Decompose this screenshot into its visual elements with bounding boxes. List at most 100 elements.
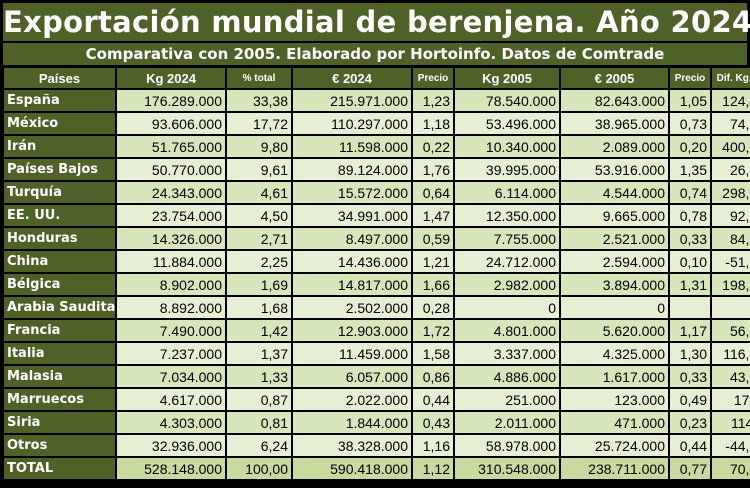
table-row: Siria 4.303.000 0,81 1.844.000 0,43 2.011.000…: [4, 412, 750, 433]
cell-country: Otros: [4, 435, 115, 456]
cell-kg-2024: 32.936.000: [117, 435, 225, 456]
cell-kg-2024: 4.303.000: [117, 412, 225, 433]
table-row: Italia 7.237.000 1,37 11.459.000 1,58 3.337.0…: [4, 343, 750, 364]
cell-country: México: [4, 113, 115, 134]
cell-country: Arabia Saudita: [4, 297, 115, 318]
cell-price-2005: 0,10: [670, 251, 710, 272]
col-header-kg-2005: Kg 2005: [455, 68, 559, 88]
cell-price-2024: 0,28: [413, 297, 453, 318]
cell-diff-kg: 116,87: [712, 343, 750, 364]
cell-eur-2005: 38.965.000: [561, 113, 668, 134]
cell-diff-kg: 298,15: [712, 182, 750, 203]
cell-kg-2005: 4.886.000: [455, 366, 559, 387]
table-row: Malasia 7.034.000 1,33 6.057.000 0,86 4.886.0…: [4, 366, 750, 387]
cell-kg-2005: 0: [455, 297, 559, 318]
cell-eur-2024: 11.459.000: [293, 343, 411, 364]
cell-pct-total: 1,37: [227, 343, 291, 364]
cell-diff-kg: [712, 297, 750, 318]
cell-pct-total: 0,81: [227, 412, 291, 433]
cell-diff-kg: 400,63: [712, 136, 750, 157]
cell-kg-2024: 7.034.000: [117, 366, 225, 387]
cell-price-2005: [670, 297, 710, 318]
cell-country: Turquía: [4, 182, 115, 203]
cell-diff-kg: 26,94: [712, 159, 750, 180]
cell-eur-2024: 8.497.000: [293, 228, 411, 249]
page-title: Exportación mundial de berenjena. Año 20…: [3, 3, 750, 41]
cell-country: Irán: [4, 136, 115, 157]
cell-pct-total: 2,71: [227, 228, 291, 249]
col-header-pct-total: % total: [227, 68, 291, 88]
cell-eur-2005: 2.089.000: [561, 136, 668, 157]
table-row: Otros 32.936.000 6,24 38.328.000 1,16 58.978.…: [4, 435, 750, 456]
cell-kg-2005: 6.114.000: [455, 182, 559, 203]
cell-eur-2024: 110.297.000: [293, 113, 411, 134]
cell-price-2024: 1,23: [413, 90, 453, 111]
page-subtitle: Comparativa con 2005. Elaborado por Hort…: [3, 43, 747, 65]
cell-country: Francia: [4, 320, 115, 341]
cell-diff-kg: 84,73: [712, 228, 750, 249]
cell-eur-2005: 5.620.000: [561, 320, 668, 341]
cell-kg-2005: 7.755.000: [455, 228, 559, 249]
cell-eur-2005: 3.894.000: [561, 274, 668, 295]
cell-eur-2024: 89.124.000: [293, 159, 411, 180]
table-row: Marruecos 4.617.000 0,87 2.022.000 0,44 251.0…: [4, 389, 750, 410]
cell-eur-2005: 123.000: [561, 389, 668, 410]
cell-price-2005: 1,17: [670, 320, 710, 341]
table-row: Turquía 24.343.000 4,61 15.572.000 0,64 6.114…: [4, 182, 750, 203]
col-header-kg-2024: Kg 2024: [117, 68, 225, 88]
cell-kg-2024: 14.326.000: [117, 228, 225, 249]
cell-eur-2005: 4.325.000: [561, 343, 668, 364]
col-header-eur-2024: € 2024: [293, 68, 411, 88]
table-row: Honduras 14.326.000 2,71 8.497.000 0,59 7.755…: [4, 228, 750, 249]
cell-price-2005: 0,49: [670, 389, 710, 410]
cell-country: España: [4, 90, 115, 111]
cell-eur-2024: 38.328.000: [293, 435, 411, 456]
table-row: Francia 7.490.000 1,42 12.903.000 1,72 4.801.…: [4, 320, 750, 341]
cell-price-2024: 0,59: [413, 228, 453, 249]
cell-pct-total: 33,38: [227, 90, 291, 111]
cell-country: TOTAL: [4, 458, 115, 479]
cell-pct-total: 9,80: [227, 136, 291, 157]
cell-price-2005: 0,74: [670, 182, 710, 203]
cell-eur-2024: 14.817.000: [293, 274, 411, 295]
cell-price-2005: 0,33: [670, 228, 710, 249]
cell-price-2024: 1,12: [413, 458, 453, 479]
cell-eur-2024: 1.844.000: [293, 412, 411, 433]
cell-price-2005: 0,44: [670, 435, 710, 456]
cell-price-2005: 1,35: [670, 159, 710, 180]
table-row: Irán 51.765.000 9,80 11.598.000 0,22 10.340.0…: [4, 136, 750, 157]
cell-diff-kg: -44,16: [712, 435, 750, 456]
cell-price-2024: 1,76: [413, 159, 453, 180]
cell-country: Honduras: [4, 228, 115, 249]
cell-pct-total: 6,24: [227, 435, 291, 456]
cell-eur-2024: 215.971.000: [293, 90, 411, 111]
cell-kg-2005: 53.496.000: [455, 113, 559, 134]
cell-pct-total: 4,61: [227, 182, 291, 203]
col-header-eur-2005: € 2005: [561, 68, 668, 88]
cell-kg-2024: 7.490.000: [117, 320, 225, 341]
cell-diff-kg: 56,01: [712, 320, 750, 341]
cell-eur-2005: 25.724.000: [561, 435, 668, 456]
cell-kg-2024: 4.617.000: [117, 389, 225, 410]
cell-diff-kg: 70,07: [712, 458, 750, 479]
cell-kg-2005: 78.540.000: [455, 90, 559, 111]
cell-pct-total: 9,61: [227, 159, 291, 180]
cell-eur-2024: 15.572.000: [293, 182, 411, 203]
table-row: México 93.606.000 17,72 110.297.000 1,18 53.4…: [4, 113, 750, 134]
cell-diff-kg: 114,0: [712, 412, 750, 433]
cell-pct-total: 2,25: [227, 251, 291, 272]
cell-pct-total: 1,69: [227, 274, 291, 295]
cell-pct-total: 17,72: [227, 113, 291, 134]
cell-country: Malasia: [4, 366, 115, 387]
cell-eur-2005: 82.643.000: [561, 90, 668, 111]
cell-kg-2024: 51.765.000: [117, 136, 225, 157]
table-row: Países Bajos 50.770.000 9,61 89.124.000 1,76…: [4, 159, 750, 180]
table-row: Arabia Saudita 8.892.000 1,68 2.502.000 0,28…: [4, 297, 750, 318]
col-header-price-2024: Precio: [413, 68, 453, 88]
cell-eur-2005: 471.000: [561, 412, 668, 433]
cell-price-2024: 0,22: [413, 136, 453, 157]
cell-price-2024: 1,18: [413, 113, 453, 134]
cell-eur-2005: 2.594.000: [561, 251, 668, 272]
cell-diff-kg: 1739: [712, 389, 750, 410]
